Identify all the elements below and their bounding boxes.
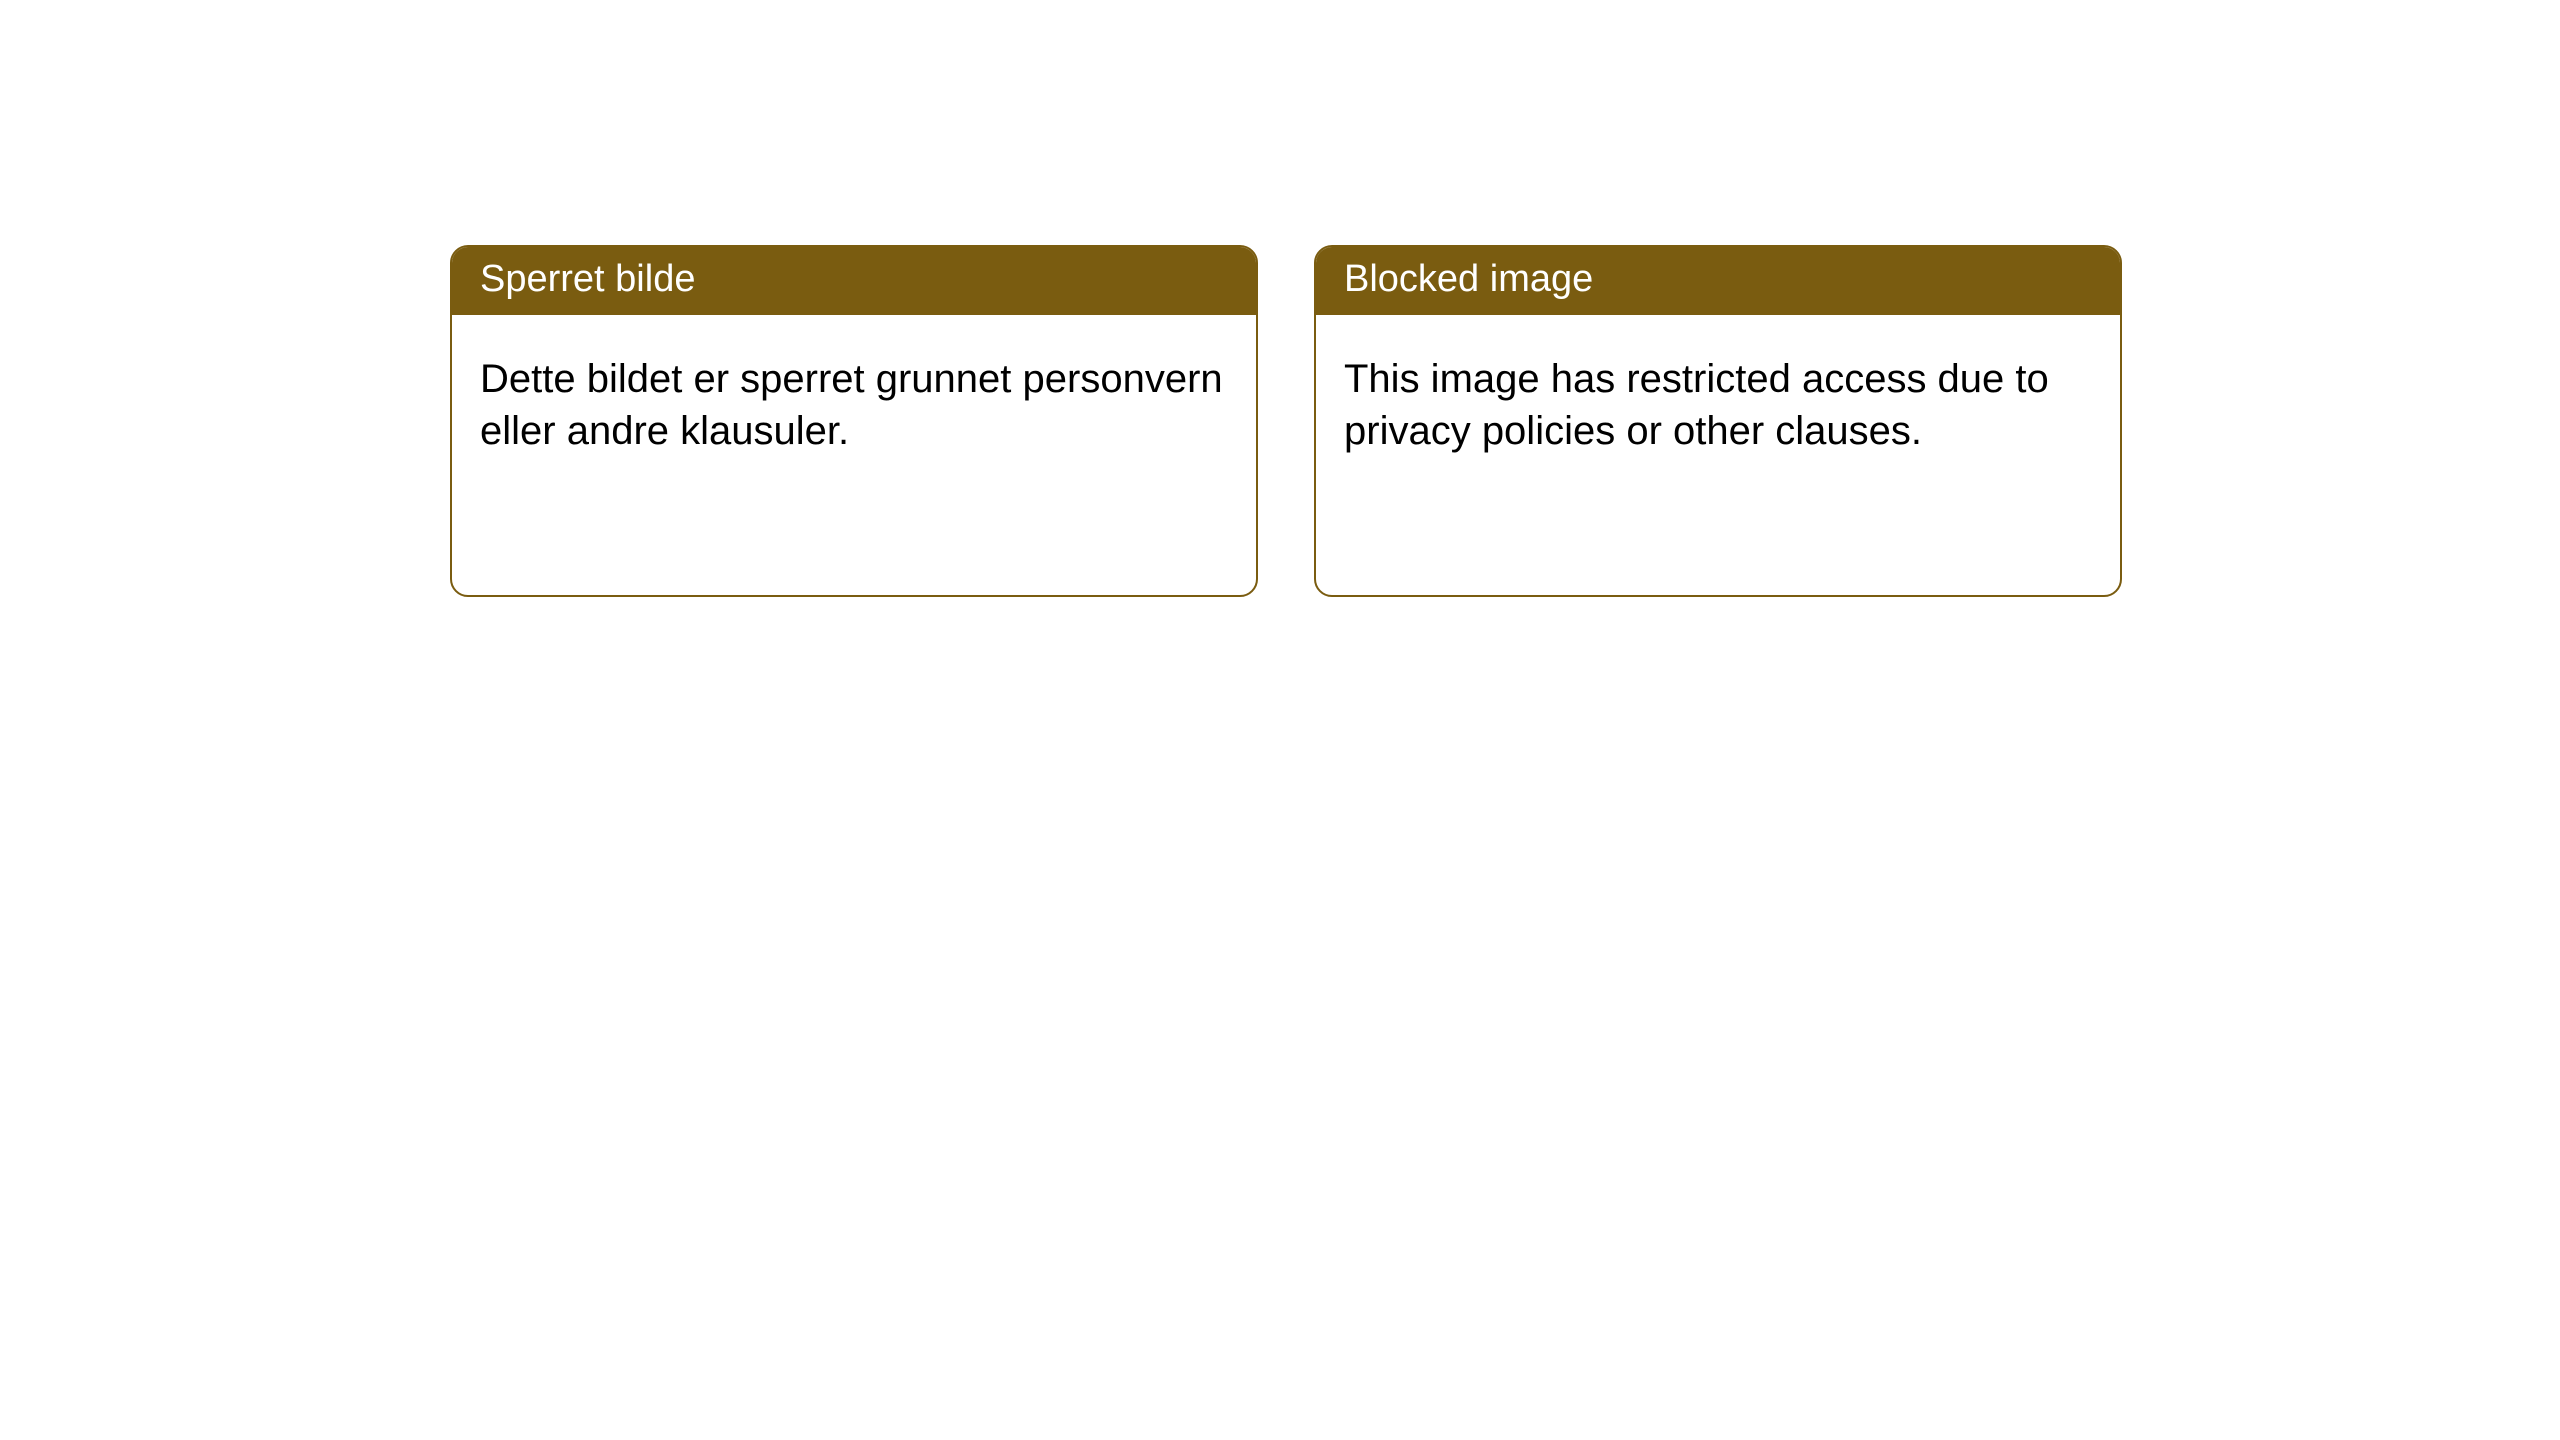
notice-title: Sperret bilde <box>452 247 1256 315</box>
notice-body: This image has restricted access due to … <box>1316 315 2120 595</box>
notice-title: Blocked image <box>1316 247 2120 315</box>
notice-container: Sperret bilde Dette bildet er sperret gr… <box>0 0 2560 597</box>
notice-card-english: Blocked image This image has restricted … <box>1314 245 2122 597</box>
notice-card-norwegian: Sperret bilde Dette bildet er sperret gr… <box>450 245 1258 597</box>
notice-body: Dette bildet er sperret grunnet personve… <box>452 315 1256 595</box>
